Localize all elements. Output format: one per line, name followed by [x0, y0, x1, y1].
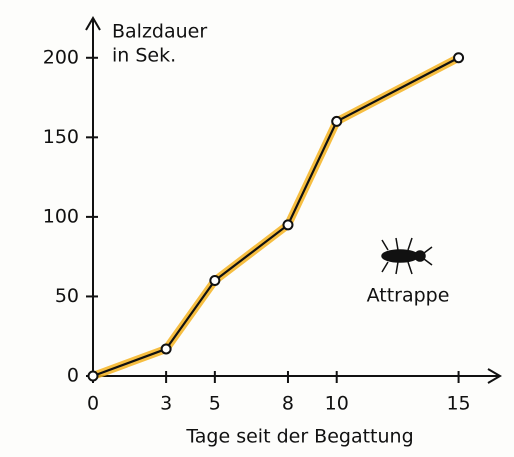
- x-tick-label: 15: [446, 393, 470, 415]
- point: [454, 53, 463, 62]
- x-axis-label: Tage seit der Begattung: [185, 426, 413, 448]
- x-tick-label: 3: [160, 393, 172, 415]
- y-axis-label: Balzdauer: [112, 21, 207, 43]
- annotation: Attrappe: [367, 285, 450, 307]
- point: [332, 117, 341, 126]
- point: [89, 372, 98, 381]
- x-tick-label: 5: [209, 393, 221, 415]
- y-tick-label: 200: [43, 46, 79, 68]
- y-tick-label: 50: [55, 285, 79, 307]
- chart: Balzdauer in Sek. Tage seit der Begattun…: [0, 0, 514, 457]
- x-tick-label: 10: [325, 393, 349, 415]
- point: [162, 344, 171, 353]
- y-tick-label: 150: [43, 126, 79, 148]
- point: [210, 276, 219, 285]
- x-tick-label: 0: [87, 393, 99, 415]
- y-axis-label: in Sek.: [112, 45, 176, 67]
- y-tick-label: 0: [67, 365, 79, 387]
- x-tick-label: 8: [282, 393, 294, 415]
- y-tick-label: 100: [43, 205, 79, 227]
- point: [283, 220, 292, 229]
